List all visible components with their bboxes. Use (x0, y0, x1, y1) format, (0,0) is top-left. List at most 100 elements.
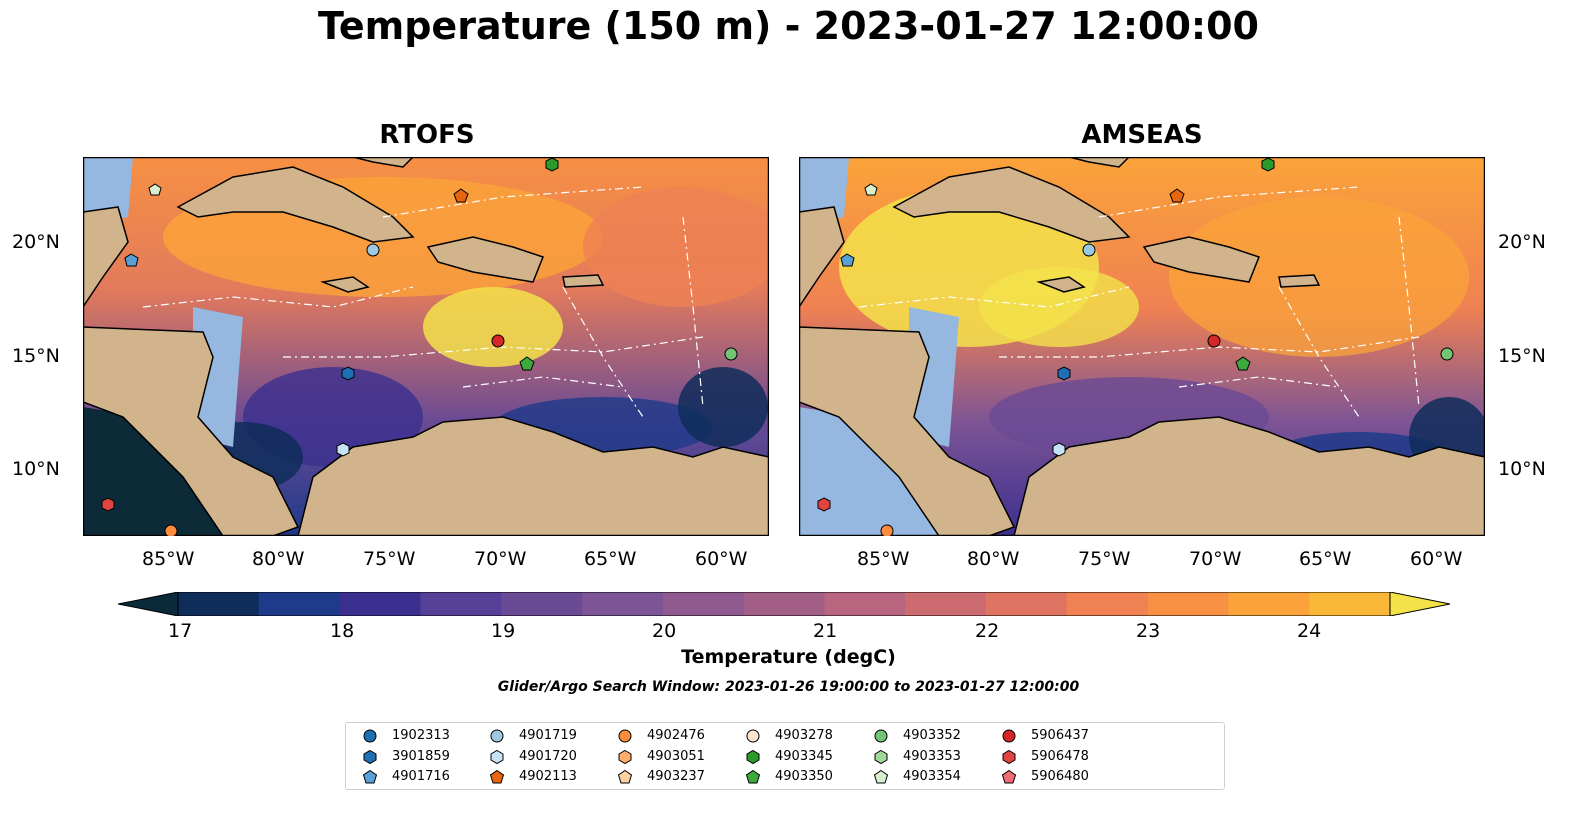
legend-label: 4902476 (647, 728, 705, 743)
legend-marker-pentagon-icon (617, 769, 633, 784)
legend-marker-pentagon-icon (362, 769, 378, 784)
colorbar-cell (582, 592, 664, 616)
map-frame (799, 157, 1485, 536)
colorbar-tick: 20 (652, 620, 677, 642)
lon-label: 65°W (584, 548, 637, 570)
lat-label: 10°N (1498, 458, 1546, 480)
land-florida (1068, 157, 1131, 168)
lon-label: 65°W (1299, 548, 1352, 570)
land-puerto-rico (562, 274, 605, 288)
marker-4901719 (1082, 243, 1096, 257)
colorbar-cell (178, 592, 260, 616)
marker-4901720 (336, 442, 350, 457)
lat-label: 10°N (12, 458, 60, 480)
legend-marker-hexagon-icon (874, 749, 888, 765)
legend-label: 4903278 (775, 728, 833, 743)
map-panel-amseas (799, 157, 1485, 536)
land-jamaica (320, 276, 370, 293)
cold-anomaly (678, 367, 768, 447)
legend-label: 4901720 (519, 749, 577, 764)
marker-4903354 (148, 183, 162, 196)
legend-marker-hexagon-icon (490, 749, 504, 765)
map-frame (83, 157, 769, 536)
lon-label: 75°W (363, 548, 416, 570)
legend-marker-hexagon-icon (618, 749, 632, 765)
marker-4901716 (124, 253, 139, 267)
colorbar-tick: 23 (1136, 620, 1161, 642)
colorbar-cell (1066, 592, 1149, 616)
land-central-america (799, 206, 845, 309)
legend-marker-hexagon-icon (746, 749, 760, 765)
land-cuba (176, 166, 415, 243)
legend-marker-circle-icon (618, 729, 632, 743)
eez-boundaries (858, 186, 1420, 418)
colorbar-cell (339, 592, 421, 616)
panel-title-rtofs: RTOFS (379, 120, 475, 150)
colorbar-extend-low (118, 592, 179, 616)
colorbar-tick: 21 (813, 620, 838, 642)
colorbar-frame (177, 592, 1391, 616)
figure-title: Temperature (150 m) - 2023-01-27 12:00:0… (317, 4, 1259, 48)
legend-marker-hexagon-icon (1002, 749, 1016, 765)
lon-label: 70°W (1189, 548, 1242, 570)
lat-label: 20°N (1498, 231, 1546, 253)
legend-marker-circle-icon (363, 729, 377, 743)
colorbar-tick: 17 (168, 620, 193, 642)
legend-label: 4903353 (903, 749, 961, 764)
land-hispaniola (426, 236, 544, 283)
legend-marker-circle-icon (1002, 729, 1016, 743)
lon-label: 70°W (474, 548, 527, 570)
legend-label: 4901716 (392, 769, 450, 784)
colorbar-tick: 22 (975, 620, 1000, 642)
land-florida (352, 157, 415, 168)
legend-marker-pentagon-icon (489, 769, 505, 784)
colorbar-tick: 19 (491, 620, 516, 642)
land-central-america (799, 326, 1016, 536)
legend-label: 1902313 (392, 728, 450, 743)
marker-4902476 (880, 524, 894, 536)
legend-label: 4903350 (775, 769, 833, 784)
legend-marker-circle-icon (874, 729, 888, 743)
legend-label: 5906437 (1031, 728, 1089, 743)
colorbar-cell (824, 592, 906, 616)
marker-4901720 (1052, 442, 1066, 457)
map-panel-rtofs (83, 157, 769, 536)
legend-marker-pentagon-icon (873, 769, 889, 784)
lon-label: 85°W (142, 548, 195, 570)
colorbar-cell (501, 592, 583, 616)
marker-5906478 (101, 497, 115, 512)
colorbar-cell (662, 592, 745, 616)
warm-anomaly (583, 187, 769, 307)
marker-4901719 (366, 243, 380, 257)
land-cuba (892, 166, 1131, 243)
legend-marker-circle-icon (746, 729, 760, 743)
marker-4903350 (519, 356, 535, 371)
marker-4903345 (545, 157, 559, 172)
lat-label: 15°N (1498, 345, 1546, 367)
marker-3901859 (341, 366, 355, 381)
legend-marker-pentagon-icon (745, 769, 761, 784)
land-puerto-rico (1278, 274, 1321, 288)
marker-4902476 (164, 524, 178, 536)
marker-4902113 (1169, 188, 1185, 203)
land-central-america (83, 326, 300, 536)
legend-marker-pentagon-icon (1001, 769, 1017, 784)
colorbar-cell (743, 592, 825, 616)
lon-label: 80°W (967, 548, 1020, 570)
marker-4901716 (840, 253, 855, 267)
colorbar-cell (1309, 592, 1391, 616)
colorbar-cell (905, 592, 987, 616)
colorbar-tick: 18 (330, 620, 355, 642)
lon-label: 80°W (252, 548, 305, 570)
colorbar (118, 592, 1450, 616)
lon-label: 60°W (695, 548, 748, 570)
lat-label: 20°N (12, 231, 60, 253)
land-south-america (297, 416, 769, 536)
warm-anomaly (423, 287, 563, 367)
colorbar-label: Temperature (degC) (681, 646, 896, 668)
warm-anomaly (979, 267, 1139, 347)
land-jamaica (1036, 276, 1086, 293)
marker-5906437 (491, 334, 505, 348)
colorbar-cell (1147, 592, 1229, 616)
marker-4903354 (864, 183, 878, 196)
